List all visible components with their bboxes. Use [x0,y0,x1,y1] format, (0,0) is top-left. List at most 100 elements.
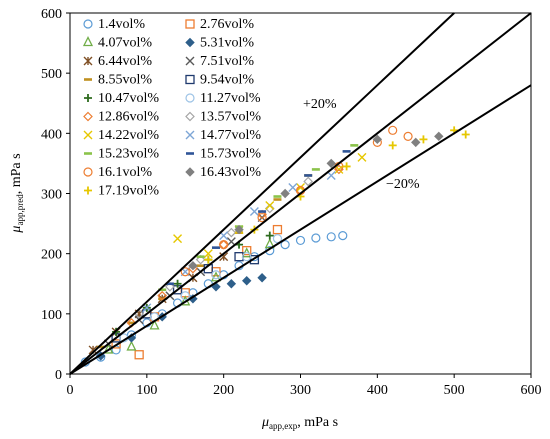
data-point [265,201,275,211]
y-tick-label: 0 [55,368,62,383]
legend-marker [185,19,195,29]
y-tick-label: 100 [41,308,62,323]
x-tick-label: 200 [213,383,234,398]
legend-marker [83,130,93,140]
x-axis-ticks: 0 100 200 300 400 500 600 [67,374,542,398]
legend-label: 5.31vol% [200,36,254,51]
data-point [372,134,383,145]
legend: 1.4vol% 2.76vol% 4.07vol% 5.31vol% 6.44vol% 7… [82,17,261,199]
y-axis-ticks: 0 100 200 300 400 500 600 [41,7,70,383]
legend-label: 4.07vol% [98,36,152,51]
data-point [403,131,413,141]
data-point [158,297,167,301]
data-point [304,174,313,177]
legend-label: 12.86vol% [98,110,159,125]
legend-marker [83,111,93,122]
data-point [272,234,283,244]
data-point [249,255,260,265]
data-point [173,234,183,244]
x-tick-label: 400 [367,383,388,398]
legend-label: 2.76vol% [200,17,254,32]
legend-label: 9.54vol% [200,73,254,88]
data-point [350,144,359,147]
data-point [257,209,267,220]
data-point [158,288,167,292]
data-point [257,273,267,283]
legend-marker [83,19,93,29]
series-15.73vol% [165,150,351,286]
legend-item: 15.23vol% [84,147,159,162]
legend-item: 6.44vol% [83,54,152,69]
legend-label: 16.43vol% [200,165,261,180]
legend-label: 14.22vol% [98,128,159,143]
data-point [111,339,121,349]
data-point [226,279,237,289]
data-point [461,130,470,139]
data-point [388,125,398,135]
y-tick-label: 400 [41,127,62,142]
x-tick-label: 600 [521,383,542,398]
data-point [173,279,182,288]
data-point [242,276,252,286]
legend-label: 1.4vol% [98,17,145,32]
parity-line [69,12,532,375]
data-point [157,290,168,301]
legend-label: 16.1vol% [98,165,152,180]
legend-marker [185,37,195,48]
series-13.57vol% [134,176,314,319]
legend-item: 17.19vol% [84,184,159,199]
data-point [334,164,344,175]
data-point [165,281,175,292]
series-16.43vol% [188,131,444,271]
data-point [411,137,421,148]
legend-item: 14.22vol% [83,128,159,143]
legend-marker [84,152,92,155]
data-point [264,203,275,214]
x-tick-label: 300 [290,383,311,398]
legend-label: 6.44vol% [98,54,152,69]
data-point [196,255,205,258]
data-point [295,235,306,246]
data-point [195,254,206,265]
upper-bound-label: +20% [303,97,337,112]
data-point [273,195,282,198]
data-point [326,158,336,169]
data-point [219,240,229,250]
legend-item: 13.57vol% [185,110,261,125]
data-point [342,150,351,153]
legend-item: 8.55vol% [84,73,152,88]
legend-marker [185,167,195,177]
data-point [180,267,190,277]
data-point [258,210,267,213]
legend-marker [185,56,195,66]
legend-label: 14.77vol% [200,128,261,143]
upper-line [69,12,455,375]
legend-marker [84,94,92,102]
y-axis-label: μapp,pred, mPa s [9,153,25,233]
y-tick-label: 300 [41,188,62,203]
x-tick-label: 100 [136,383,157,398]
data-point [242,252,252,262]
legend-marker [84,78,92,81]
series-5.31vol% [96,273,267,361]
data-point [311,168,320,171]
legend-item: 15.73vol% [186,147,261,162]
data-point [311,233,321,243]
legend-item: 16.43vol% [185,165,261,180]
legend-item: 14.77vol% [185,128,261,143]
series-14.22vol% [173,152,367,259]
data-point [288,182,298,192]
data-point [342,162,351,171]
legend-item: 7.51vol% [185,54,254,69]
data-point [357,152,367,162]
data-point [338,231,348,241]
data-point [180,291,190,301]
legend-label: 15.73vol% [200,147,261,162]
data-point [419,135,428,144]
data-marks [80,125,470,367]
legend-label: 17.19vol% [98,184,159,199]
y-tick-label: 200 [41,248,62,263]
legend-label: 8.55vol% [98,73,152,88]
data-point [272,224,283,235]
legend-marker [185,93,195,103]
